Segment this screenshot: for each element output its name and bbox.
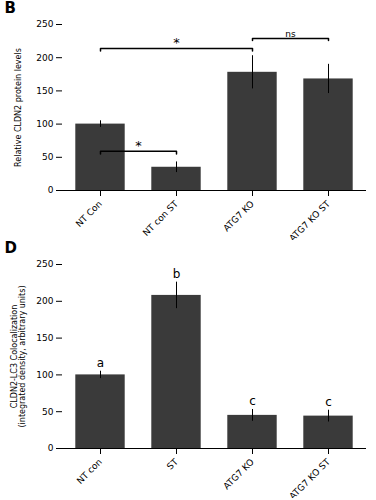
svg-text:200: 200 <box>36 296 53 306</box>
svg-text:200: 200 <box>36 53 53 63</box>
svg-text:ATG7 KO: ATG7 KO <box>221 457 256 492</box>
svg-text:250: 250 <box>36 19 53 29</box>
svg-text:150: 150 <box>36 333 53 343</box>
svg-text:ATG7 KO: ATG7 KO <box>221 199 256 234</box>
svg-text:b: b <box>173 267 181 281</box>
svg-text:B: B <box>5 0 16 17</box>
svg-text:D: D <box>5 240 17 257</box>
svg-text:a: a <box>97 356 104 370</box>
svg-text:ATG7 KO ST: ATG7 KO ST <box>287 456 332 498</box>
svg-text:c: c <box>249 394 256 408</box>
svg-text:NT Con: NT Con <box>74 199 104 229</box>
svg-text:c: c <box>325 395 332 409</box>
svg-text:ns: ns <box>285 29 296 39</box>
svg-text:NT con: NT con <box>75 457 104 486</box>
svg-text:CLDN2-LC3 Colocalization(integ: CLDN2-LC3 Colocalization(integrated dens… <box>10 285 27 427</box>
svg-text:0: 0 <box>48 185 54 195</box>
svg-text:0: 0 <box>48 443 54 453</box>
svg-text:50: 50 <box>42 407 54 417</box>
svg-text:100: 100 <box>36 119 53 129</box>
svg-text:*: * <box>173 35 180 50</box>
svg-text:50: 50 <box>42 152 54 162</box>
svg-text:*: * <box>135 138 142 153</box>
svg-text:NT con ST: NT con ST <box>141 198 180 237</box>
svg-text:ATG7 KO ST: ATG7 KO ST <box>287 198 332 240</box>
svg-text:100: 100 <box>36 370 53 380</box>
svg-text:250: 250 <box>36 259 53 269</box>
svg-text:Relative CLDN2 protein levels: Relative CLDN2 protein levels <box>14 48 23 167</box>
svg-text:150: 150 <box>36 86 53 96</box>
svg-text:ST: ST <box>165 456 180 471</box>
